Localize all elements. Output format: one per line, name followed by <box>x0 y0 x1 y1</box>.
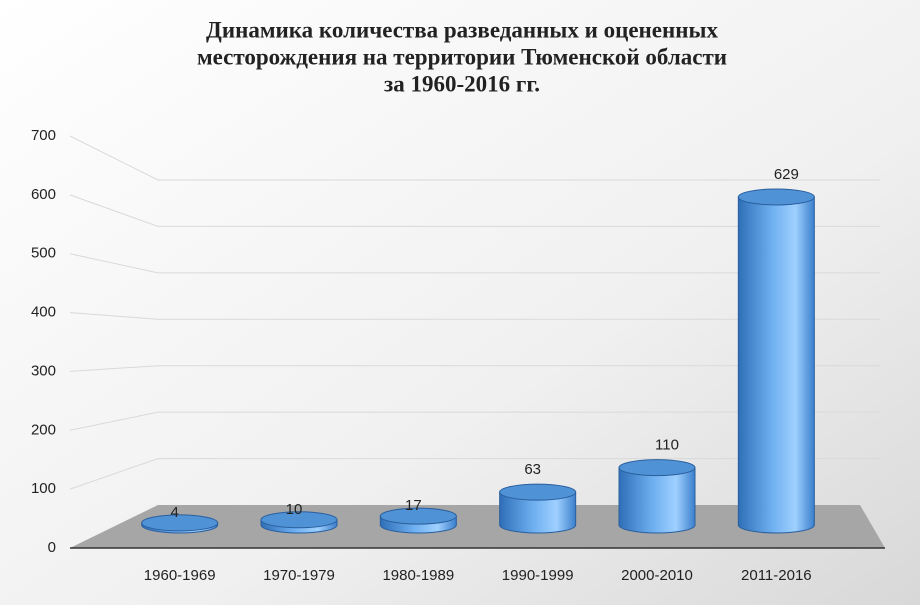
grid-line <box>69 135 880 181</box>
value-label: 4 <box>170 504 178 521</box>
y-tick-label: 200 <box>31 421 56 438</box>
cylinder-body <box>737 196 815 534</box>
x-tick-label: 1990-1999 <box>502 567 574 584</box>
value-label: 10 <box>286 501 303 518</box>
grid-line <box>69 458 880 490</box>
y-tick-label: 600 <box>31 186 56 203</box>
cylinder-top <box>260 511 338 529</box>
x-tick-label: 1970-1979 <box>263 567 335 584</box>
chart-title-line: месторождения на территории Тюменской об… <box>197 44 727 69</box>
cylinder-top <box>141 514 219 532</box>
y-tick-label: 0 <box>48 539 56 556</box>
y-tick-label: 700 <box>31 127 56 144</box>
value-label: 17 <box>405 497 422 514</box>
y-tick-label: 500 <box>31 245 56 262</box>
cylinder-top <box>379 507 457 525</box>
x-tick-label: 2000-2010 <box>621 567 693 584</box>
grid-line <box>69 312 880 320</box>
grid-line <box>69 365 880 372</box>
value-label: 63 <box>524 461 541 478</box>
y-tick-label: 100 <box>31 480 56 497</box>
cylinder-top <box>499 483 577 501</box>
chart-title-line: за 1960-2016 гг. <box>384 71 540 96</box>
chart-title-line: Динамика количества разведанных и оценен… <box>206 17 718 42</box>
title: Динамика количества разведанных и оценен… <box>197 17 727 96</box>
x-tick-label: 1960-1969 <box>144 567 216 584</box>
grid-line <box>69 411 880 431</box>
x-tick-label: 1980-1989 <box>382 567 454 584</box>
y-tick-label: 300 <box>31 362 56 379</box>
grid-line <box>69 253 880 274</box>
y-tick-label: 400 <box>31 304 56 321</box>
cylinder-body <box>618 467 696 534</box>
grid-line <box>69 194 880 227</box>
x-tick-label: 2011-2016 <box>741 567 812 584</box>
cylinder-top <box>618 459 696 477</box>
cylinder-body <box>499 491 577 534</box>
cylinder-top <box>737 188 815 206</box>
value-label: 629 <box>774 166 799 183</box>
value-label: 110 <box>655 437 679 454</box>
